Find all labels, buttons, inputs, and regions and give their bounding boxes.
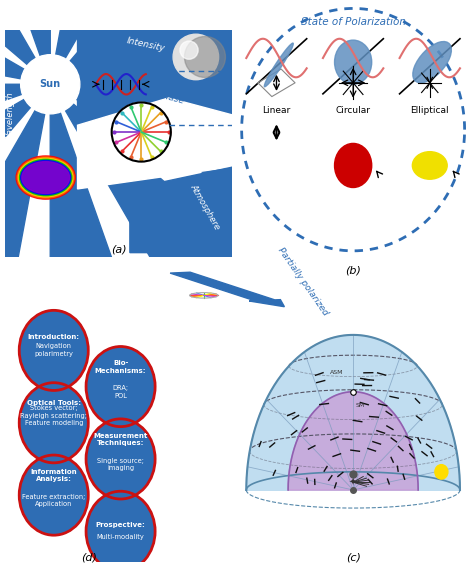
Text: Single source;
imaging: Single source; imaging [97,458,144,471]
Circle shape [19,310,88,390]
Wedge shape [50,84,319,221]
Text: Multi-modality: Multi-modality [97,534,145,540]
Text: Elliptical: Elliptical [410,106,449,115]
Wedge shape [50,0,323,84]
Circle shape [335,143,372,187]
Ellipse shape [18,158,73,197]
Text: Navigation
polarimetry: Navigation polarimetry [34,343,73,357]
Circle shape [21,55,80,114]
Text: Linear: Linear [263,106,291,115]
Wedge shape [50,84,258,321]
Wedge shape [0,0,50,84]
Ellipse shape [17,157,74,198]
Ellipse shape [22,162,70,194]
Text: ✦: ✦ [349,477,357,487]
Text: Atmosphere: Atmosphere [188,183,222,231]
Wedge shape [50,0,187,84]
Circle shape [19,455,88,535]
Text: Partially polarized: Partially polarized [276,245,330,317]
Polygon shape [288,392,418,490]
Wedge shape [0,0,50,84]
Text: Stokes vector;
Rayleigh scattering;
Feature modeling: Stokes vector; Rayleigh scattering; Feat… [20,406,87,427]
Wedge shape [0,84,50,176]
Text: (c): (c) [346,552,361,562]
Text: Phase: Phase [157,90,185,106]
Ellipse shape [19,160,72,196]
Text: State of Polarization: State of Polarization [301,16,406,27]
Text: Optical Tools:: Optical Tools: [27,400,81,406]
Text: Sun: Sun [40,80,61,89]
Text: DRA;
POL: DRA; POL [113,385,128,399]
Circle shape [112,102,171,162]
Ellipse shape [335,40,372,84]
Ellipse shape [412,152,447,179]
Polygon shape [78,98,237,189]
Circle shape [184,36,226,77]
Text: (d): (d) [82,552,97,562]
Text: Measurement
Techniques:: Measurement Techniques: [93,433,148,446]
Polygon shape [78,25,237,125]
Ellipse shape [264,43,293,87]
Text: Wavelength: Wavelength [5,91,14,141]
Text: Intensity: Intensity [126,36,166,53]
Text: SM: SM [356,403,365,408]
Wedge shape [0,84,50,353]
Text: (a): (a) [111,245,126,255]
Text: ASM: ASM [330,370,344,375]
Circle shape [86,419,155,499]
Text: Introduction:: Introduction: [28,335,80,340]
Circle shape [435,465,448,479]
Text: Circular: Circular [336,106,371,115]
Wedge shape [0,84,50,292]
Circle shape [86,491,155,568]
FancyArrow shape [170,272,284,307]
Wedge shape [0,0,50,84]
Text: (b): (b) [345,266,361,275]
Circle shape [19,383,88,463]
Ellipse shape [16,156,75,199]
Circle shape [173,34,219,80]
Wedge shape [50,84,141,357]
Text: Prospective:: Prospective: [96,522,146,528]
Ellipse shape [413,41,451,83]
Circle shape [180,41,198,59]
Polygon shape [130,166,237,253]
Text: Information
Analysis:: Information Analysis: [30,469,77,482]
Text: Bio-
Mechanisms:: Bio- Mechanisms: [95,361,146,374]
Ellipse shape [190,293,218,298]
Polygon shape [246,335,460,490]
Text: Feature extraction;
Application: Feature extraction; Application [22,494,85,507]
Ellipse shape [21,161,71,195]
Circle shape [86,346,155,427]
Wedge shape [50,0,287,84]
